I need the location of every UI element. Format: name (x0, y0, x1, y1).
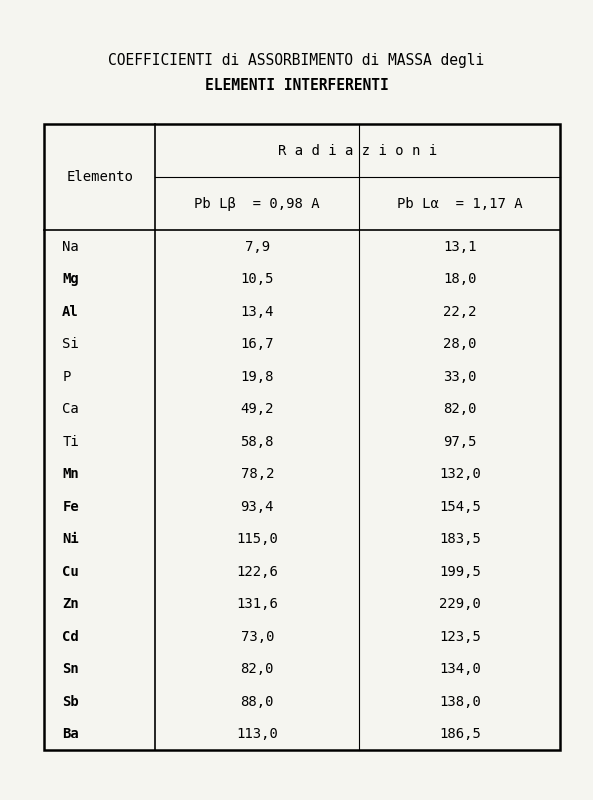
Text: 186,5: 186,5 (439, 727, 481, 741)
Text: 16,7: 16,7 (241, 338, 274, 351)
Text: Cu: Cu (62, 565, 79, 578)
Text: 82,0: 82,0 (241, 662, 274, 676)
Text: 7,9: 7,9 (245, 240, 270, 254)
Text: P: P (62, 370, 71, 384)
Text: 88,0: 88,0 (241, 694, 274, 709)
Text: Elemento: Elemento (66, 170, 133, 184)
Text: 73,0: 73,0 (241, 630, 274, 644)
Text: 183,5: 183,5 (439, 532, 481, 546)
Text: 138,0: 138,0 (439, 694, 481, 709)
Text: 28,0: 28,0 (443, 338, 477, 351)
Text: Ca: Ca (62, 402, 79, 416)
Text: Pb Lβ  = 0,98 A: Pb Lβ = 0,98 A (195, 197, 320, 211)
Text: Fe: Fe (62, 500, 79, 514)
Text: 13,4: 13,4 (241, 305, 274, 318)
Text: 113,0: 113,0 (237, 727, 278, 741)
Text: 58,8: 58,8 (241, 434, 274, 449)
Text: 97,5: 97,5 (443, 434, 477, 449)
Text: 10,5: 10,5 (241, 272, 274, 286)
Text: 229,0: 229,0 (439, 597, 481, 611)
Text: Na: Na (62, 240, 79, 254)
Text: 199,5: 199,5 (439, 565, 481, 578)
Text: 22,2: 22,2 (443, 305, 477, 318)
Text: 78,2: 78,2 (241, 467, 274, 481)
Text: Mg: Mg (62, 272, 79, 286)
Text: 122,6: 122,6 (237, 565, 278, 578)
Text: Cd: Cd (62, 630, 79, 644)
Text: 82,0: 82,0 (443, 402, 477, 416)
Text: 123,5: 123,5 (439, 630, 481, 644)
Text: Si: Si (62, 338, 79, 351)
Text: 132,0: 132,0 (439, 467, 481, 481)
Text: 131,6: 131,6 (237, 597, 278, 611)
Text: Al: Al (62, 305, 79, 318)
Text: 49,2: 49,2 (241, 402, 274, 416)
Text: 19,8: 19,8 (241, 370, 274, 384)
Text: Ni: Ni (62, 532, 79, 546)
Text: COEFFICIENTI di ASSORBIMENTO di MASSA degli: COEFFICIENTI di ASSORBIMENTO di MASSA de… (109, 53, 484, 67)
Text: Ba: Ba (62, 727, 79, 741)
Text: 18,0: 18,0 (443, 272, 477, 286)
Text: Pb Lα  = 1,17 A: Pb Lα = 1,17 A (397, 197, 522, 211)
Text: Sn: Sn (62, 662, 79, 676)
Text: 115,0: 115,0 (237, 532, 278, 546)
Text: 93,4: 93,4 (241, 500, 274, 514)
Text: Sb: Sb (62, 694, 79, 709)
Text: 33,0: 33,0 (443, 370, 477, 384)
Text: 154,5: 154,5 (439, 500, 481, 514)
Text: 134,0: 134,0 (439, 662, 481, 676)
Text: ELEMENTI INTERFERENTI: ELEMENTI INTERFERENTI (205, 78, 388, 93)
Text: Mn: Mn (62, 467, 79, 481)
Text: 13,1: 13,1 (443, 240, 477, 254)
Text: Zn: Zn (62, 597, 79, 611)
Text: Ti: Ti (62, 434, 79, 449)
Text: R a d i a z i o n i: R a d i a z i o n i (278, 144, 438, 158)
